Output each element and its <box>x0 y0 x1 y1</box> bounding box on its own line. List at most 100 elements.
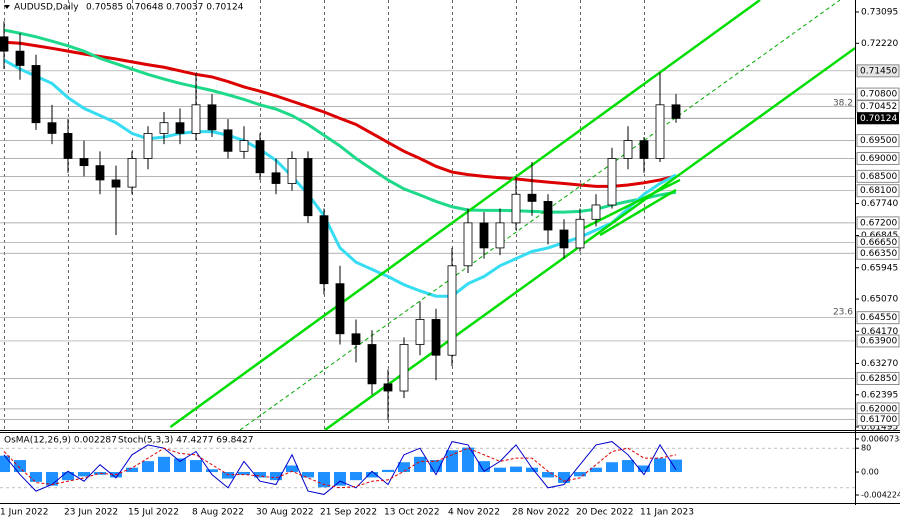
level-box <box>856 311 900 325</box>
y-tick-label: 0.62395 <box>861 390 898 400</box>
candle-body <box>575 218 585 249</box>
candle-body <box>79 158 89 167</box>
candle-body <box>319 215 329 285</box>
osma-bar <box>366 472 378 478</box>
osma-bar <box>446 450 458 473</box>
osma-bar <box>462 447 474 473</box>
stoch-tick-label: 80 <box>861 444 871 453</box>
x-tick-label: 28 Nov 2022 <box>512 508 570 518</box>
candle-body <box>111 179 121 188</box>
x-tick-label: 21 Sep 2022 <box>320 508 377 518</box>
y-tick-label: 0.65945 <box>861 263 898 273</box>
y-tick-label: 0.63270 <box>861 359 898 369</box>
candle-body <box>15 50 25 66</box>
osma-label: OsMA(12,26,9) 0.002287 <box>4 436 117 446</box>
candle-body <box>511 193 521 224</box>
level-label: 0.70800 <box>860 90 897 100</box>
y-tick-label: 0.73095 <box>861 7 898 17</box>
x-tick-label: 11 Jan 2023 <box>640 508 694 518</box>
osma-bar <box>478 461 490 473</box>
osma-bar <box>542 472 554 478</box>
level-box <box>856 371 900 385</box>
candle-body <box>159 122 169 134</box>
level-label: 0.66650 <box>860 238 897 248</box>
candle-body <box>191 104 201 134</box>
level-box <box>856 134 900 148</box>
current-price-label: 0.70124 <box>860 114 897 124</box>
candle-body <box>639 140 649 159</box>
osma-bar <box>334 472 346 486</box>
fib-label: 23.6 <box>833 308 853 318</box>
candle-body <box>431 319 441 356</box>
osma-bar <box>14 460 26 473</box>
candle-body <box>255 140 265 174</box>
channel-line <box>599 188 677 237</box>
level-label: 0.69000 <box>860 154 897 164</box>
x-tick-label: 8 Aug 2022 <box>192 508 244 518</box>
osma-bar <box>126 467 138 473</box>
osma-bar <box>414 456 426 473</box>
level-box <box>856 169 900 183</box>
channel-line <box>579 178 681 232</box>
level-label: 0.69500 <box>860 136 897 146</box>
candle-body <box>223 129 233 152</box>
candle-body <box>463 222 473 267</box>
level-box <box>856 151 900 165</box>
osma-bar <box>510 466 522 473</box>
candle-body <box>527 193 537 202</box>
candle-body <box>335 283 345 335</box>
osma-bar <box>270 472 282 481</box>
osma-bar <box>670 459 682 473</box>
osma-bar <box>638 465 650 473</box>
candle-body <box>303 158 313 217</box>
candle-body <box>559 229 569 249</box>
osma-bar <box>158 456 170 473</box>
candle-body <box>143 133 153 159</box>
candle-body <box>591 204 601 220</box>
osma-bar <box>222 472 234 479</box>
level-box <box>856 334 900 348</box>
osma-bar <box>494 467 506 473</box>
level-box <box>856 64 900 78</box>
level-label: 0.67200 <box>860 218 897 228</box>
channel-line <box>324 46 855 430</box>
osma-tick-label: 0.00 <box>861 468 879 477</box>
osma-tick-label: -0.004224 <box>861 491 900 500</box>
x-tick-label: 23 Jun 2022 <box>64 508 118 518</box>
osma-bar <box>206 469 218 473</box>
level-box <box>856 184 900 198</box>
level-label: 0.66350 <box>860 249 897 259</box>
level-label: 0.71450 <box>860 66 897 76</box>
y-tick-label: 0.65070 <box>861 295 898 305</box>
fib-label: 38.2 <box>833 99 853 109</box>
current-price-box <box>857 112 899 125</box>
candle-body <box>479 222 489 249</box>
osma-bar <box>302 472 314 478</box>
stoch-label: Stoch(5,3,3) 47.4277 69.8427 <box>118 436 253 446</box>
candle-body <box>271 172 281 184</box>
level-label: 0.68100 <box>860 186 897 196</box>
y-tick-label: 0.61495 <box>861 422 898 432</box>
osma-bar <box>606 462 618 473</box>
osma-bar <box>526 467 538 473</box>
chart-title: AUDUSD,Daily <box>14 3 79 13</box>
y-tick-label: 0.67740 <box>861 199 898 209</box>
level-label: 0.64550 <box>860 313 897 323</box>
candle-body <box>351 333 361 345</box>
candle-body <box>127 158 137 188</box>
osma-bar <box>350 472 362 481</box>
labels: AUDUSD,Daily 0.70585 0.70648 0.70037 0.7… <box>0 3 900 518</box>
candle-body <box>447 265 457 356</box>
osma-bar <box>286 465 298 473</box>
x-tick-label: 13 Oct 2022 <box>384 508 440 518</box>
level-label: 0.70452 <box>860 102 897 112</box>
osma-bar <box>654 458 666 473</box>
ohlc-text: 0.70585 0.70648 0.70037 0.70124 <box>86 3 244 13</box>
x-tick-label: 20 Dec 2022 <box>576 508 634 518</box>
osma-bar <box>318 472 330 488</box>
osma-bar <box>78 472 90 477</box>
level-label: 0.68500 <box>860 172 897 182</box>
candle-body <box>95 165 105 181</box>
candle-body <box>367 344 377 385</box>
